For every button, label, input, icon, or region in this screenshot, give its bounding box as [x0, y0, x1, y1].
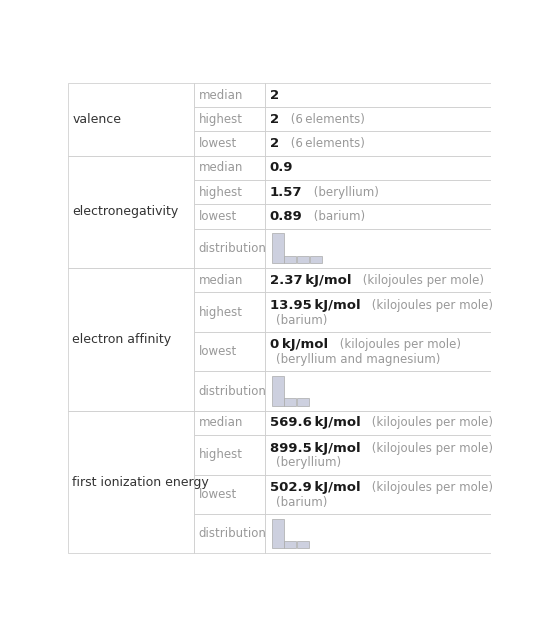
Bar [265, 107, 491, 132]
Bar [272, 518, 283, 548]
Bar [297, 398, 309, 406]
Text: (barium): (barium) [302, 210, 365, 223]
Bar [265, 292, 491, 332]
Bar [194, 514, 265, 553]
Text: distribution: distribution [199, 384, 266, 398]
Bar [194, 474, 265, 514]
Text: (kilojoules per mole): (kilojoules per mole) [328, 338, 461, 352]
Text: 13.95 kJ/mol: 13.95 kJ/mol [270, 299, 360, 312]
Text: (kilojoules per mole): (kilojoules per mole) [360, 299, 493, 312]
Bar [265, 204, 491, 229]
Text: median: median [199, 89, 243, 101]
Text: 0.9: 0.9 [270, 161, 293, 175]
Text: (beryllium): (beryllium) [276, 456, 342, 469]
Bar [194, 292, 265, 332]
Text: median: median [199, 161, 243, 175]
Text: 2.37 kJ/mol: 2.37 kJ/mol [270, 274, 351, 287]
Text: (kilojoules per mole): (kilojoules per mole) [360, 416, 494, 430]
Text: electron affinity: electron affinity [73, 333, 171, 346]
Text: lowest: lowest [199, 210, 237, 223]
Bar [265, 371, 491, 411]
Bar [284, 256, 296, 263]
Bar [68, 156, 194, 268]
Text: 2: 2 [270, 89, 279, 101]
Text: lowest: lowest [199, 345, 237, 358]
Text: highest: highest [199, 306, 242, 319]
Bar [194, 180, 265, 204]
Text: 899.5 kJ/mol: 899.5 kJ/mol [270, 442, 360, 455]
Text: lowest: lowest [199, 488, 237, 501]
Text: highest: highest [199, 113, 242, 126]
Bar [297, 541, 309, 548]
Bar [265, 411, 491, 435]
Bar [194, 83, 265, 107]
Bar [194, 332, 265, 371]
Text: (kilojoules per mole): (kilojoules per mole) [351, 274, 484, 287]
Text: 0.89: 0.89 [270, 210, 302, 223]
Bar [284, 398, 296, 406]
Bar [194, 156, 265, 180]
Text: (barium): (barium) [276, 314, 328, 326]
Text: (kilojoules per mole): (kilojoules per mole) [360, 481, 493, 494]
Text: first ionization energy: first ionization energy [73, 476, 209, 489]
Bar [265, 514, 491, 553]
Bar [194, 229, 265, 268]
Text: 569.6 kJ/mol: 569.6 kJ/mol [270, 416, 360, 430]
Text: 0 kJ/mol: 0 kJ/mol [270, 338, 328, 352]
Bar [194, 435, 265, 474]
Text: 2: 2 [270, 113, 279, 126]
Text: distribution: distribution [199, 527, 266, 540]
Bar [194, 107, 265, 132]
Text: distribution: distribution [199, 242, 266, 255]
Bar [297, 256, 309, 263]
Bar [265, 83, 491, 107]
Bar [265, 132, 491, 156]
Bar [68, 411, 194, 553]
Text: median: median [199, 416, 243, 430]
Bar [284, 541, 296, 548]
Text: (beryllium): (beryllium) [302, 186, 379, 198]
Bar [310, 256, 322, 263]
Text: (6 elements): (6 elements) [279, 113, 365, 126]
Text: 2: 2 [270, 137, 279, 150]
Bar [68, 268, 194, 411]
Bar [265, 474, 491, 514]
Text: (barium): (barium) [276, 496, 328, 508]
Bar [265, 332, 491, 371]
Bar [194, 132, 265, 156]
Bar [265, 268, 491, 292]
Bar [272, 234, 283, 263]
Bar [68, 83, 194, 156]
Bar [194, 371, 265, 411]
Bar [194, 268, 265, 292]
Text: median: median [199, 274, 243, 287]
Text: 502.9 kJ/mol: 502.9 kJ/mol [270, 481, 360, 494]
Bar [272, 376, 283, 406]
Bar [265, 156, 491, 180]
Bar [194, 411, 265, 435]
Bar [194, 204, 265, 229]
Text: (kilojoules per mole): (kilojoules per mole) [360, 442, 493, 455]
Bar [265, 180, 491, 204]
Text: highest: highest [199, 449, 242, 461]
Text: 1.57: 1.57 [270, 186, 302, 198]
Text: highest: highest [199, 186, 242, 198]
Text: (6 elements): (6 elements) [279, 137, 365, 150]
Text: (beryllium and magnesium): (beryllium and magnesium) [276, 353, 441, 366]
Text: lowest: lowest [199, 137, 237, 150]
Bar [265, 435, 491, 474]
Text: electronegativity: electronegativity [73, 205, 179, 219]
Text: valence: valence [73, 113, 121, 126]
Bar [265, 229, 491, 268]
